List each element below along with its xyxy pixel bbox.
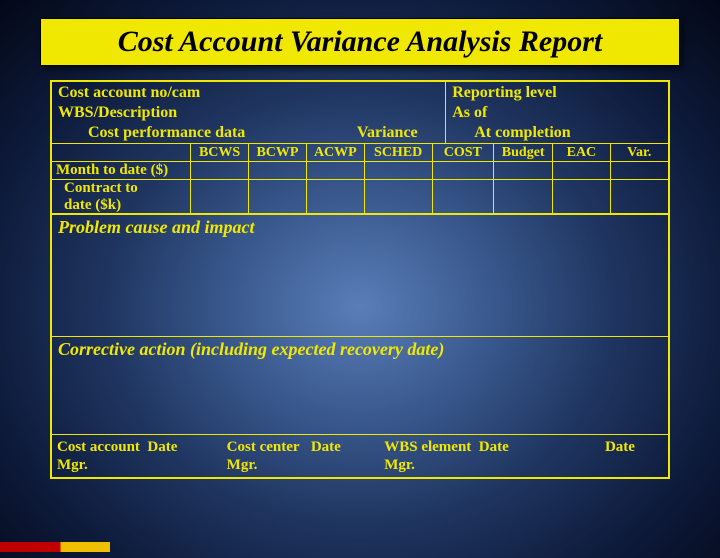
cost-account-no-label: Cost account no/cam: [58, 83, 439, 103]
col-var: Var.: [610, 144, 668, 162]
col-budget: Budget: [494, 144, 553, 162]
sig-wbs-element-mgr: WBS element Date Mgr.: [384, 438, 560, 474]
col-bcwp: BCWP: [249, 144, 307, 162]
signature-row: Cost account Date Mgr. Cost center Date …: [52, 434, 668, 477]
col-acwp: ACWP: [306, 144, 364, 162]
spanner-right: At completion: [452, 123, 662, 142]
report-frame: Cost account no/cam WBS/Description Cost…: [50, 80, 670, 479]
corrective-section: Corrective action (including expected re…: [52, 336, 668, 434]
reporting-level-label: Reporting level: [452, 83, 662, 103]
column-header-row: BCWS BCWP ACWP SCHED COST Budget EAC Var…: [52, 144, 668, 162]
header-right: Reporting level As of At completion: [446, 82, 668, 143]
title-bar: Cost Account Variance Analysis Report: [40, 18, 680, 66]
corrective-title: Corrective action (including expected re…: [58, 339, 662, 360]
wbs-description-label: WBS/Description: [58, 103, 439, 123]
problem-section: Problem cause and impact: [52, 214, 668, 336]
accent-bar: [0, 542, 110, 552]
at-completion-label: At completion: [452, 123, 662, 142]
col-sched: SCHED: [364, 144, 432, 162]
table-row: Month to date ($): [52, 162, 668, 180]
as-of-label: As of: [452, 103, 662, 123]
problem-title: Problem cause and impact: [58, 217, 662, 238]
col-bcws: BCWS: [191, 144, 249, 162]
variance-label: Variance: [357, 124, 418, 142]
sig-cost-account-mgr: Cost account Date Mgr.: [57, 438, 227, 474]
sig-cost-center-mgr: Cost center Date Mgr.: [227, 438, 385, 474]
sig-date: Date: [560, 438, 663, 474]
row-contract-to-date: Contract to date ($k): [52, 180, 191, 214]
table-row: Contract to date ($k): [52, 180, 668, 214]
data-table: BCWS BCWP ACWP SCHED COST Budget EAC Var…: [52, 143, 668, 214]
col-eac: EAC: [553, 144, 610, 162]
row-month-to-date: Month to date ($): [52, 162, 191, 180]
page-title: Cost Account Variance Analysis Report: [51, 25, 669, 59]
col-cost: COST: [432, 144, 494, 162]
